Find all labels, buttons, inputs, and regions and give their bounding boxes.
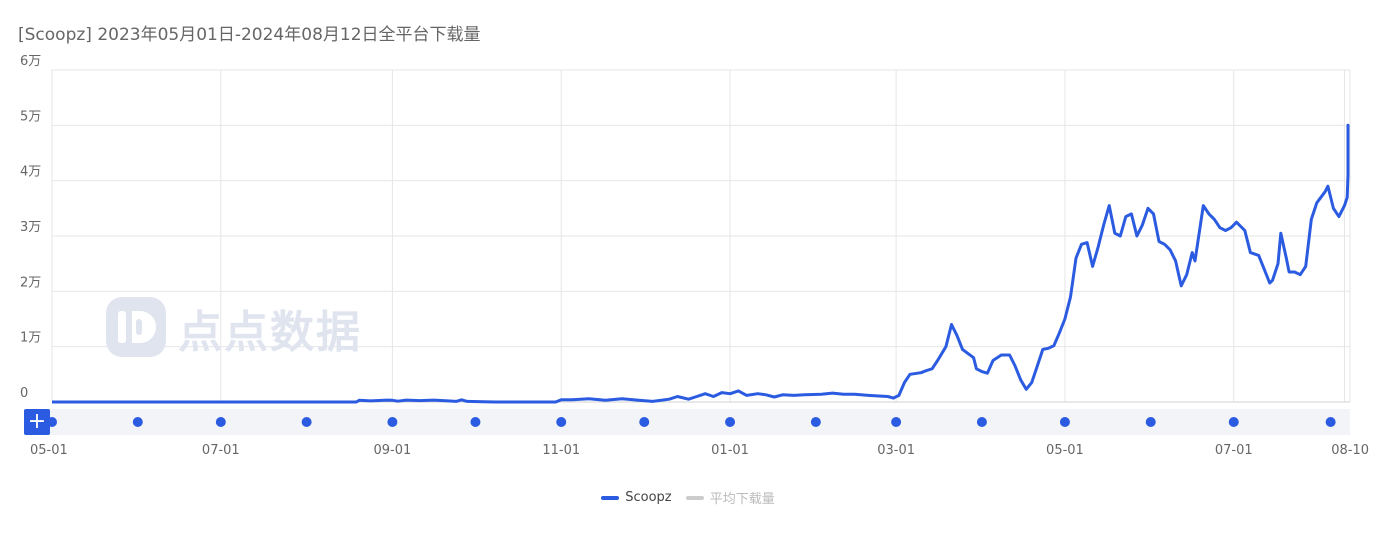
- y-tick-label: 0: [20, 386, 28, 401]
- y-tick-label: 6万: [20, 54, 41, 69]
- y-tick-label: 2万: [20, 275, 41, 290]
- slider-dot: [976, 417, 987, 427]
- y-tick-label: 3万: [20, 220, 41, 235]
- slider-track[interactable]: [30, 409, 1350, 435]
- slider-dot: [1145, 417, 1156, 427]
- slider-dot: [725, 417, 736, 427]
- watermark: 点点数据: [106, 297, 362, 358]
- data-zoom-slider[interactable]: +: [24, 409, 1350, 435]
- plus-icon: +: [28, 409, 46, 434]
- slider-dot: [215, 417, 226, 427]
- legend-item-scoopz[interactable]: Scoopz: [601, 490, 672, 505]
- watermark-text: 点点数据: [178, 307, 362, 358]
- series-line-scoopz: [52, 123, 1350, 404]
- slider-dot: [470, 417, 481, 427]
- y-tick-label: 4万: [20, 165, 41, 180]
- diandian-logo-icon: [106, 297, 166, 357]
- slider-dot: [301, 417, 312, 427]
- legend-swatch: [685, 495, 704, 500]
- x-tick-label: 01-01: [711, 443, 749, 458]
- y-axis: 0 1万 2万 3万 4万 5万 6万: [20, 54, 41, 401]
- slider-dot: [1059, 417, 1070, 427]
- slider-dot: [1228, 417, 1239, 427]
- slider-dot: [810, 417, 821, 427]
- x-tick-label: 08-10: [1331, 443, 1369, 458]
- x-tick-label: 03-01: [877, 443, 915, 458]
- slider-handle[interactable]: +: [24, 409, 50, 435]
- legend-label: Scoopz: [625, 490, 672, 505]
- x-tick-label: 05-01: [30, 443, 68, 458]
- slider-dot: [891, 417, 902, 427]
- slider-dot: [639, 417, 650, 427]
- x-tick-label: 09-01: [374, 443, 412, 458]
- x-axis: 05-01 07-01 09-01 11-01 01-01 03-01 05-01 07-01…: [30, 443, 1369, 458]
- slider-dot: [387, 417, 398, 427]
- slider-dot: [1325, 417, 1336, 427]
- y-tick-label: 5万: [20, 109, 41, 124]
- slider-dot: [556, 417, 567, 427]
- x-tick-label: 07-01: [1215, 443, 1253, 458]
- x-tick-label: 07-01: [202, 443, 240, 458]
- legend-label: 平均下载量: [709, 492, 775, 507]
- slider-dot: [132, 417, 143, 427]
- grid-lines: [51, 69, 1351, 403]
- y-tick-label: 1万: [20, 331, 41, 346]
- x-tick-label: 05-01: [1046, 443, 1084, 458]
- legend-item-average[interactable]: 平均下载量: [685, 488, 775, 507]
- legend: Scoopz 平均下载量: [0, 488, 1376, 507]
- legend-swatch: [601, 495, 620, 500]
- chart-title: [Scoopz] 2023年05月01日-2024年08月12日全平台下载量: [18, 25, 481, 45]
- x-tick-label: 11-01: [542, 443, 580, 458]
- slider-dots: [47, 417, 1336, 427]
